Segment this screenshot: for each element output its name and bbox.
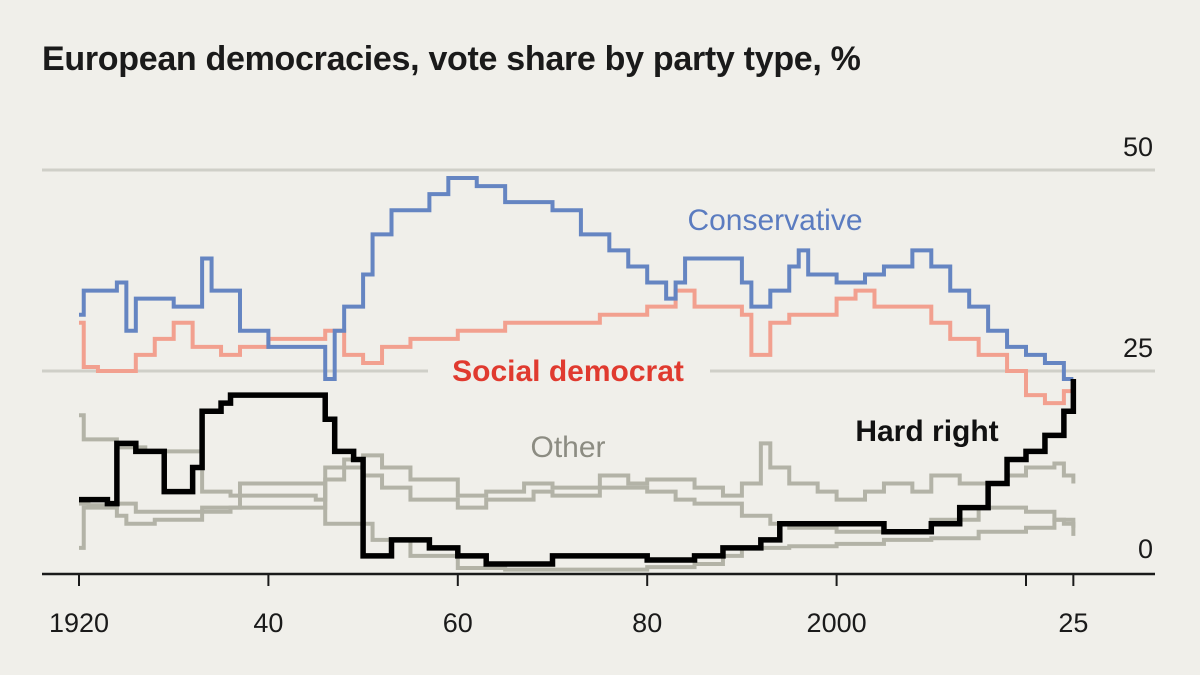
x-tick-label: 60 [443, 608, 473, 638]
series-label-other: Other [530, 431, 605, 464]
series-lines [79, 176, 1077, 572]
gridlines [42, 168, 1155, 373]
series-label-hard-right: Hard right [855, 415, 998, 448]
series-line-social-democrat [79, 288, 1076, 406]
x-tick-label: 2000 [807, 608, 867, 638]
x-tick-label: 40 [253, 608, 283, 638]
chart-title: European democracies, vote share by part… [42, 40, 861, 78]
label-background [428, 348, 710, 394]
y-tick-label: 50 [1123, 132, 1153, 162]
labels: 0 25 50 1920 40 60 80 2000 25 Other Social democra… [49, 132, 1153, 638]
y-tick-label: 25 [1123, 333, 1153, 363]
series-label-social-democrat: Social democrat [452, 355, 684, 388]
x-axis [42, 572, 1155, 586]
series-line-other-2 [79, 465, 1076, 534]
x-tick-label: 25 [1058, 608, 1088, 638]
series-label-conservative: Conservative [687, 204, 862, 237]
y-tick-label: 0 [1138, 534, 1153, 564]
series-line-conservative [79, 176, 1074, 382]
series-line-other-3 [79, 481, 1076, 572]
series-line-hard-right [79, 379, 1077, 567]
x-tick-label: 80 [632, 608, 662, 638]
x-tick-label: 1920 [49, 608, 109, 638]
series-line-other [79, 413, 1076, 502]
